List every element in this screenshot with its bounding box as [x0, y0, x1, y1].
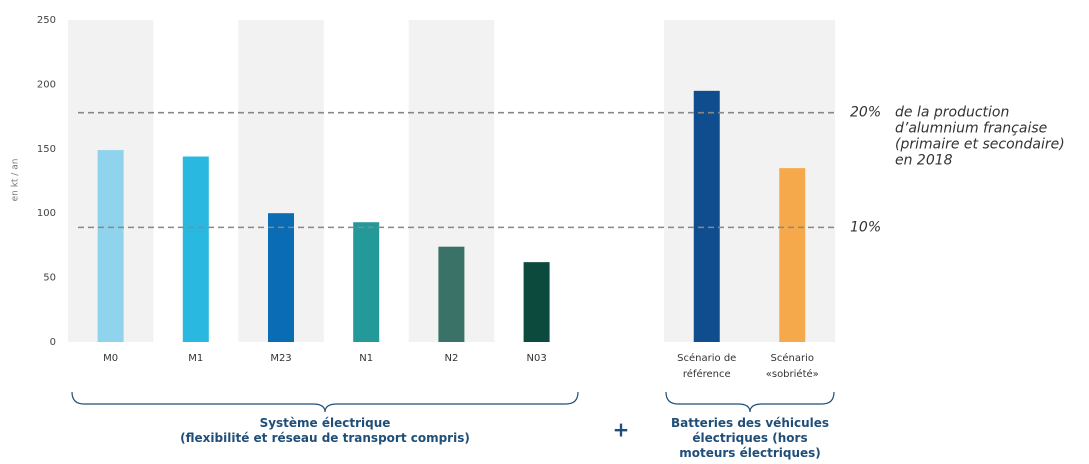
group-label: Batteries des véhicules électriques (hors…: [671, 416, 829, 460]
bar: [438, 246, 465, 342]
x-tick-label: Scénario de référence: [677, 352, 736, 380]
x-tick-label: N2: [444, 353, 458, 364]
y-tick-label: 50: [43, 273, 56, 284]
x-tick-label: M23: [270, 353, 291, 364]
y-tick-label: 100: [37, 208, 56, 219]
bar: [353, 222, 380, 342]
bar: [523, 262, 550, 342]
group-label: Système électrique (flexibilité et réseau…: [180, 416, 470, 445]
group-separator: +: [613, 418, 630, 442]
x-tick-label: Scénario «sobriété»: [766, 352, 819, 380]
x-tick-label: M1: [188, 353, 203, 364]
reference-label: 20%: [850, 105, 881, 121]
bar: [182, 156, 209, 342]
group-brace: [665, 391, 835, 413]
bar: [693, 90, 720, 342]
x-tick-label: M0: [103, 353, 118, 364]
reference-note: de la production d’alumnium française (pri…: [895, 105, 1065, 169]
group-brace: [71, 391, 579, 413]
bar: [268, 213, 294, 342]
bar: [97, 150, 124, 342]
y-tick-label: 150: [37, 144, 56, 155]
y-axis-label: en kt / an: [11, 159, 21, 202]
y-tick-label: 200: [37, 79, 56, 90]
y-tick-label: 0: [50, 337, 56, 348]
x-tick-label: N03: [526, 353, 546, 364]
bar: [779, 168, 806, 342]
reference-label: 10%: [850, 219, 881, 235]
x-tick-label: N1: [359, 353, 373, 364]
y-tick-label: 250: [37, 15, 56, 26]
